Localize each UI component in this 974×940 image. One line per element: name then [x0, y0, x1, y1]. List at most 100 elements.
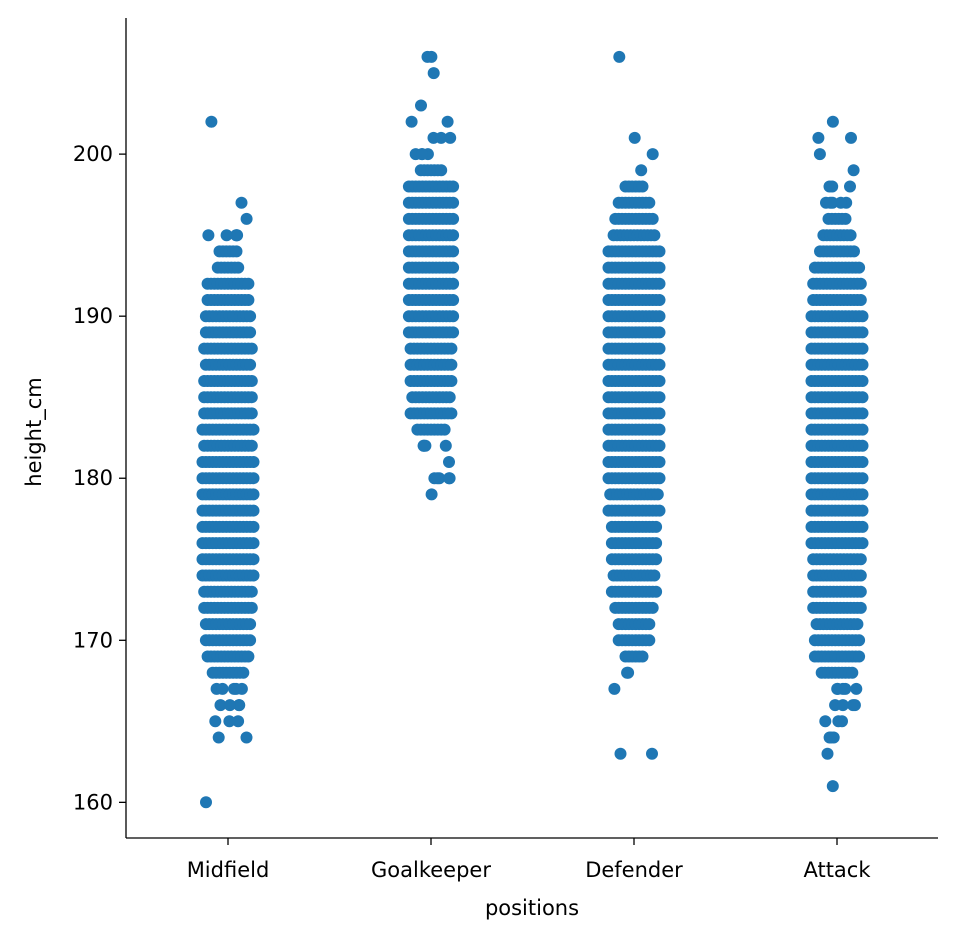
- data-point: [653, 407, 666, 420]
- data-point: [823, 731, 836, 744]
- data-point: [242, 294, 255, 306]
- data-point: [247, 520, 260, 533]
- data-point: [439, 439, 452, 452]
- data-point: [230, 229, 243, 242]
- data-point: [653, 504, 666, 517]
- data-point: [214, 699, 227, 712]
- data-point: [653, 342, 666, 355]
- data-point: [824, 196, 837, 209]
- data-point: [233, 699, 246, 712]
- data-point: [242, 650, 255, 663]
- data-point: [247, 472, 260, 485]
- data-point: [427, 67, 440, 80]
- data-point: [653, 261, 666, 274]
- data-point: [220, 229, 233, 242]
- data-point: [856, 504, 869, 517]
- data-point: [244, 634, 257, 647]
- y-tick-label: 170: [73, 628, 113, 652]
- data-point: [839, 212, 852, 225]
- data-point: [826, 180, 839, 193]
- data-point: [854, 553, 867, 566]
- data-point: [247, 423, 260, 436]
- data-point: [851, 618, 864, 631]
- data-point: [445, 358, 458, 371]
- data-point: [826, 780, 839, 793]
- data-point: [240, 731, 253, 744]
- x-tick-label: Goalkeeper: [371, 858, 491, 882]
- data-point: [856, 423, 869, 436]
- data-point: [245, 601, 258, 614]
- data-point: [445, 375, 458, 387]
- data-point: [443, 456, 455, 468]
- data-point: [223, 699, 236, 712]
- data-point: [441, 115, 454, 128]
- data-point: [650, 537, 663, 550]
- data-point: [653, 423, 666, 436]
- data-point: [447, 261, 460, 274]
- data-point: [447, 196, 460, 209]
- data-point: [856, 537, 869, 550]
- data-point: [850, 682, 863, 695]
- data-point: [435, 131, 448, 144]
- data-point: [428, 472, 441, 485]
- data-point: [836, 715, 848, 728]
- data-point: [635, 164, 648, 177]
- data-point: [245, 439, 258, 452]
- data-point: [812, 131, 825, 144]
- data-point: [447, 294, 460, 306]
- data-point: [244, 358, 257, 371]
- data-point: [856, 342, 869, 355]
- data-point: [653, 456, 666, 468]
- data-point: [854, 585, 867, 598]
- data-point: [856, 310, 869, 323]
- data-point: [646, 601, 659, 614]
- x-tick-label: Attack: [803, 858, 871, 882]
- data-point: [438, 423, 451, 436]
- data-point: [856, 439, 869, 452]
- data-point: [653, 375, 666, 387]
- data-point: [244, 310, 257, 323]
- data-point: [244, 618, 257, 631]
- data-point: [435, 164, 448, 177]
- data-point: [653, 245, 666, 258]
- data-point: [856, 407, 869, 420]
- data-point: [846, 666, 859, 679]
- data-point: [650, 585, 663, 598]
- y-tick-label: 200: [73, 142, 113, 166]
- data-point: [444, 131, 457, 144]
- data-point: [621, 666, 634, 679]
- data-point: [232, 261, 245, 274]
- data-point: [653, 277, 666, 290]
- data-point: [653, 439, 666, 452]
- data-point: [643, 634, 656, 647]
- data-point: [813, 148, 826, 161]
- data-point: [247, 504, 260, 517]
- data-point: [848, 245, 860, 258]
- data-point: [636, 180, 649, 193]
- data-point: [447, 229, 460, 242]
- data-point: [854, 569, 867, 582]
- data-point: [245, 342, 258, 355]
- data-point: [232, 715, 245, 728]
- data-point: [643, 196, 656, 209]
- data-point: [648, 569, 661, 582]
- data-point: [636, 650, 649, 663]
- data-point: [653, 310, 666, 323]
- data-point: [223, 715, 236, 728]
- y-axis-ticks: 160 170 180 190 200: [73, 142, 126, 814]
- data-point: [839, 682, 852, 695]
- data-point: [856, 488, 869, 501]
- data-point: [247, 569, 260, 582]
- data-point: [242, 277, 255, 290]
- y-tick-label: 190: [73, 304, 113, 328]
- data-point: [608, 682, 621, 695]
- data-point: [245, 375, 258, 387]
- data-point: [628, 131, 641, 144]
- data-point: [247, 553, 260, 566]
- data-point: [653, 326, 666, 339]
- data-point: [847, 699, 859, 712]
- data-points: [196, 50, 869, 809]
- data-point: [447, 180, 460, 193]
- data-point: [653, 294, 666, 306]
